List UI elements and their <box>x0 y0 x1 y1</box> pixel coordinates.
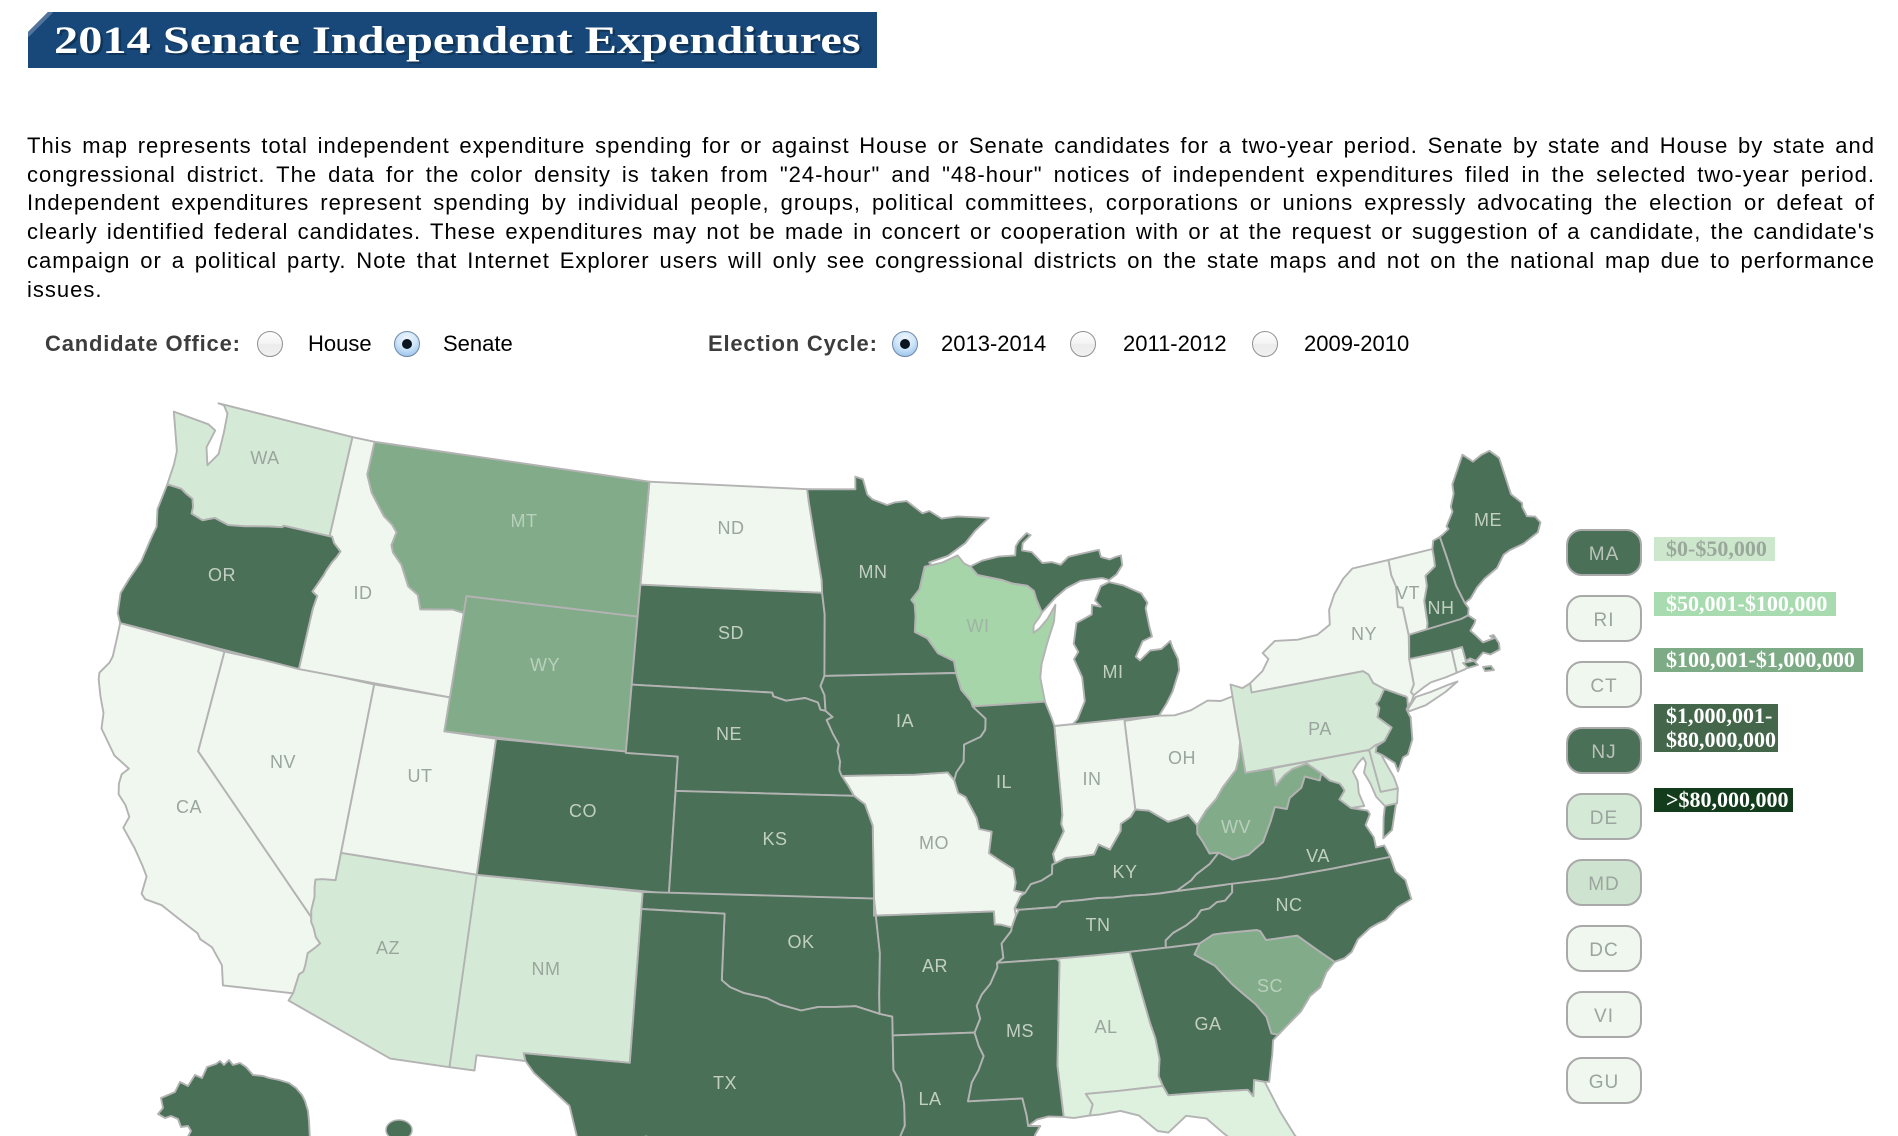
svg-text:UT: UT <box>408 766 433 786</box>
svg-text:ID: ID <box>354 583 373 603</box>
svg-text:VA: VA <box>1306 846 1330 866</box>
svg-text:NM: NM <box>532 959 561 979</box>
svg-text:DC: DC <box>1589 940 1618 961</box>
svg-text:OR: OR <box>208 565 236 585</box>
svg-text:ME: ME <box>1474 510 1502 530</box>
svg-text:DE: DE <box>1590 808 1618 829</box>
svg-text:TN: TN <box>1086 915 1111 935</box>
svg-text:NV: NV <box>270 752 296 772</box>
svg-text:IN: IN <box>1083 769 1102 789</box>
svg-text:MO: MO <box>919 833 949 853</box>
svg-text:MN: MN <box>859 562 888 582</box>
svg-text:NY: NY <box>1351 624 1377 644</box>
svg-text:ND: ND <box>718 518 745 538</box>
svg-text:LA: LA <box>918 1089 941 1109</box>
svg-text:MT: MT <box>511 511 538 531</box>
svg-text:MS: MS <box>1006 1021 1034 1041</box>
svg-text:MD: MD <box>1588 874 1620 895</box>
svg-text:SD: SD <box>718 623 744 643</box>
svg-text:AZ: AZ <box>376 938 400 958</box>
svg-text:CA: CA <box>176 797 202 817</box>
svg-text:VI: VI <box>1594 1006 1614 1027</box>
svg-text:VT: VT <box>1396 583 1420 603</box>
svg-text:WV: WV <box>1221 817 1251 837</box>
svg-text:CO: CO <box>569 801 597 821</box>
svg-text:GA: GA <box>1194 1014 1221 1034</box>
svg-text:WA: WA <box>250 448 279 468</box>
svg-text:NC: NC <box>1276 895 1303 915</box>
svg-text:RI: RI <box>1594 610 1615 631</box>
svg-text:NJ: NJ <box>1591 742 1616 763</box>
svg-text:IA: IA <box>896 711 914 731</box>
svg-text:CT: CT <box>1590 676 1617 697</box>
svg-text:GU: GU <box>1589 1072 1620 1093</box>
svg-text:MI: MI <box>1103 662 1124 682</box>
svg-text:OH: OH <box>1168 748 1196 768</box>
svg-text:AR: AR <box>922 956 948 976</box>
svg-text:AL: AL <box>1094 1017 1117 1037</box>
svg-text:TX: TX <box>713 1073 737 1093</box>
svg-text:KS: KS <box>762 829 787 849</box>
svg-text:IL: IL <box>996 772 1012 792</box>
svg-text:MA: MA <box>1589 544 1620 565</box>
svg-text:KY: KY <box>1112 862 1137 882</box>
svg-text:WI: WI <box>967 616 990 636</box>
svg-text:NH: NH <box>1428 598 1455 618</box>
svg-text:OK: OK <box>787 932 814 952</box>
svg-text:WY: WY <box>530 655 560 675</box>
svg-text:SC: SC <box>1257 976 1283 996</box>
svg-text:NE: NE <box>716 724 742 744</box>
svg-text:PA: PA <box>1308 719 1332 739</box>
